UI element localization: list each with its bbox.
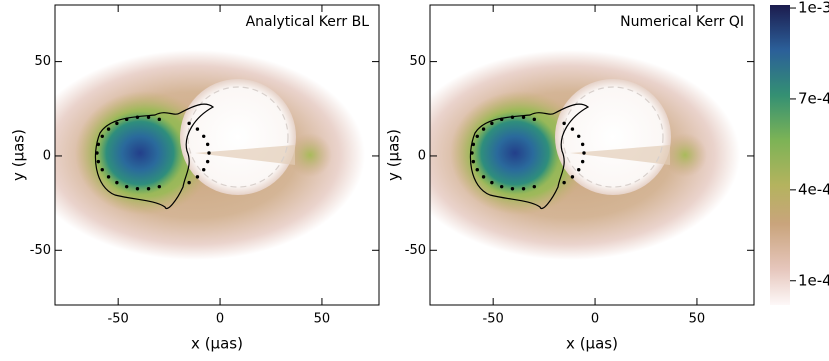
colorbar-tick-label: 1e-4 [798,271,829,289]
colorbar [770,5,790,305]
colorbar-tick-label: 7e-4 [798,89,829,107]
x-tick-label: 50 [314,312,331,327]
y-tick-label: -50 [405,243,426,258]
y-tick-label: 0 [418,148,426,163]
x-tick-label: -50 [108,312,129,327]
heatmap-image [400,50,740,260]
annotation: Analytical Kerr BL [246,14,370,30]
heatmap-image [25,50,365,260]
x-tick-label: 0 [591,312,599,327]
y-tick-label: 0 [43,148,51,163]
x-axis-label: x (μas) [566,335,618,353]
y-tick-label: 50 [34,54,51,69]
x-tick-label: 50 [689,312,706,327]
colorbar-tick-label: 4e-4 [798,180,829,198]
annotation: Numerical Kerr QI [620,14,744,30]
x-tick-label: -50 [483,312,504,327]
y-axis-label: y (μas) [10,129,28,181]
y-tick-label: 50 [409,54,426,69]
y-axis-label: y (μas) [385,129,403,181]
colorbar-tick-label: 1e-3 [798,0,829,17]
figure: -50 0 50 -50 0 50 Analytical Kerr BL x (μas) y (… [0,0,829,361]
x-tick-label: 0 [216,312,224,327]
x-axis-label: x (μas) [191,335,243,353]
y-tick-label: -50 [30,243,51,258]
